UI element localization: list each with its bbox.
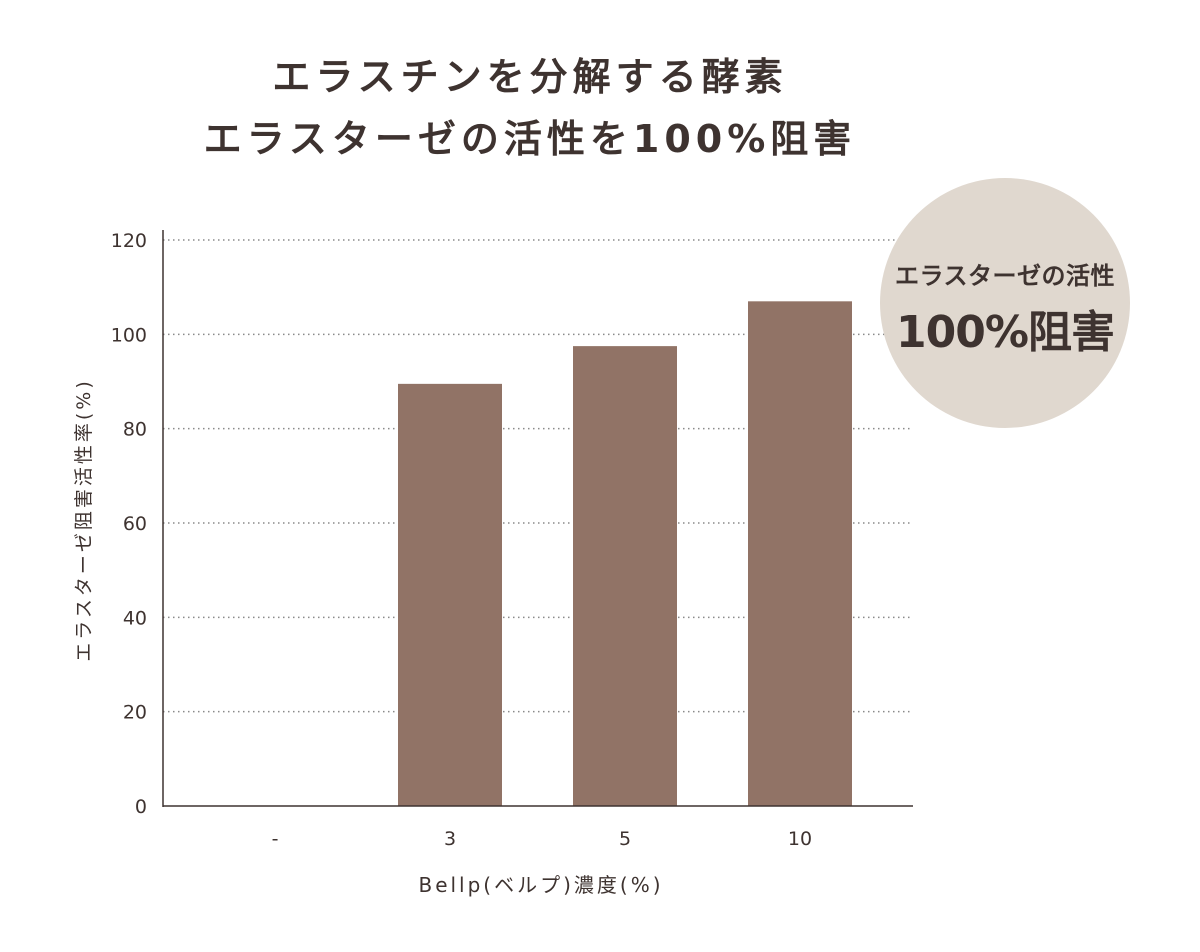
y-tick-label: 60 (123, 513, 147, 535)
title-line-1: エラスチンを分解する酵素 (272, 55, 788, 99)
y-tick-labels: 0 20 40 60 80 100 120 (111, 230, 147, 818)
x-tick-label: 5 (619, 828, 631, 850)
x-tick-label: 3 (444, 828, 456, 850)
x-tick-labels: - 3 5 10 (272, 828, 813, 850)
chart-title: エラスチンを分解する酵素 エラスターゼの活性を100%阻害 (0, 46, 1060, 170)
x-axis-label: Bellp(ベルプ)濃度(%) (418, 873, 663, 897)
y-tick-label: 0 (135, 796, 147, 818)
bar (748, 301, 852, 806)
y-tick-label: 40 (123, 607, 147, 629)
y-tick-label: 20 (123, 702, 147, 724)
result-badge: エラスターゼの活性 100%阻害 (880, 178, 1130, 428)
bar (573, 346, 677, 806)
badge-text-line-2: 100%阻害 (896, 307, 1115, 358)
y-tick-label: 100 (111, 324, 147, 346)
y-tick-label: 120 (111, 230, 147, 252)
x-tick-label: - (272, 828, 279, 850)
y-tick-label: 80 (123, 419, 147, 441)
bar (398, 383, 502, 806)
bars (398, 301, 852, 806)
x-tick-label: 10 (788, 828, 812, 850)
title-line-2: エラスターゼの活性を100%阻害 (203, 117, 857, 161)
y-axis-label: エラスターゼ阻害活性率(%) (73, 378, 95, 662)
badge-text-line-1: エラスターゼの活性 (894, 262, 1116, 290)
